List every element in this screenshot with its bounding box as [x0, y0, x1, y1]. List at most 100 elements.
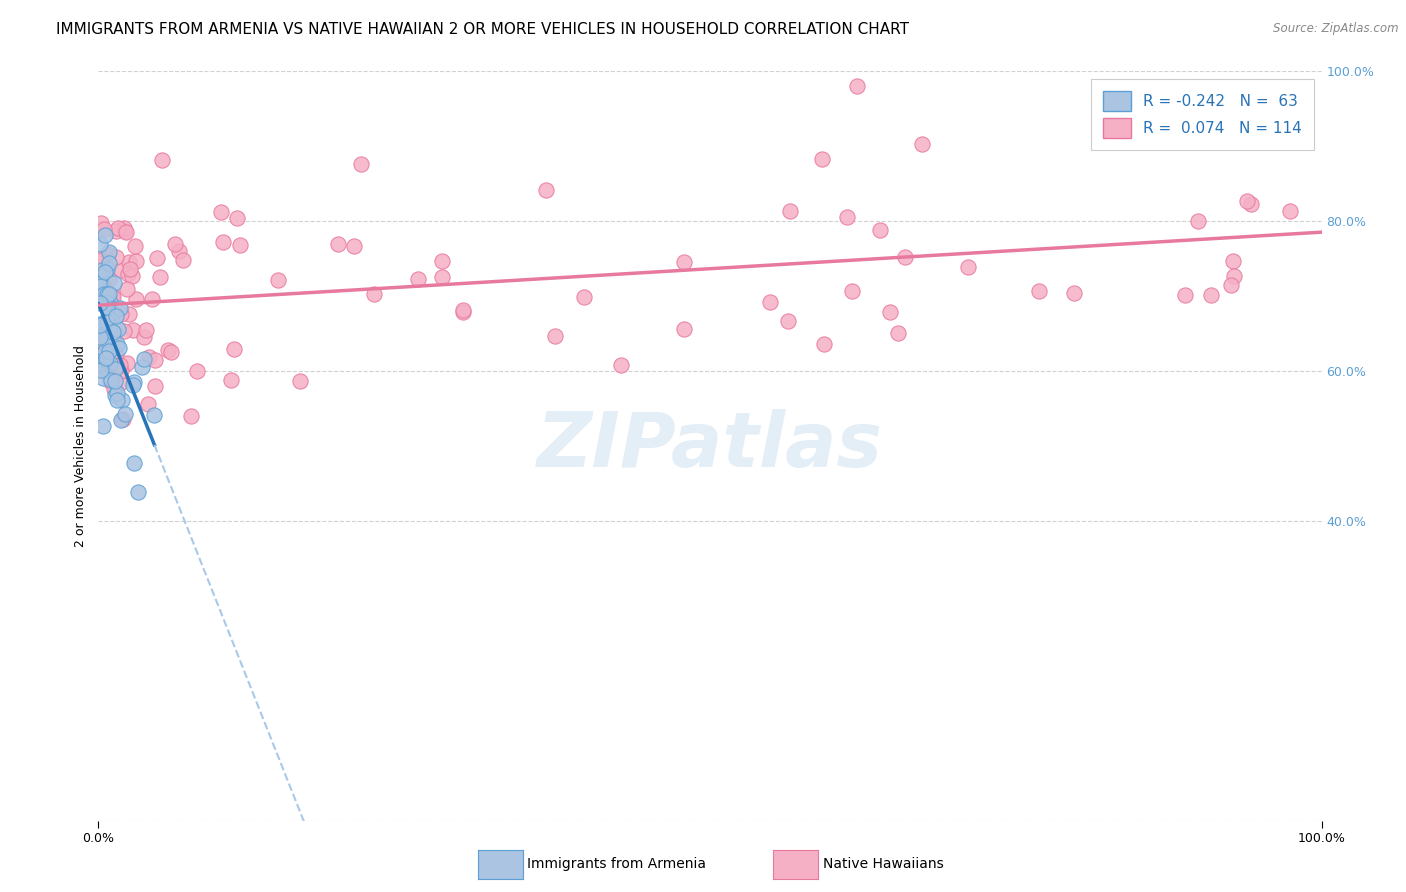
Text: ZIPatlas: ZIPatlas [537, 409, 883, 483]
Point [101, 309, 124, 323]
Point [90, 328, 112, 343]
Point [267, 273, 290, 287]
Point [89, 279, 111, 293]
Point [98, 356, 121, 370]
Point [1028, 285, 1050, 299]
Point [125, 292, 148, 306]
Point [451, 302, 474, 317]
Point [96, 286, 118, 301]
Point [94, 228, 117, 243]
Point [105, 337, 128, 351]
Point [104, 310, 127, 324]
Point [1278, 203, 1301, 218]
Point [93, 222, 115, 236]
Point [672, 321, 695, 335]
Point [219, 373, 242, 387]
Point [811, 152, 834, 166]
Point [122, 378, 145, 392]
Point [110, 364, 132, 378]
Point [118, 255, 141, 269]
Point [534, 183, 557, 197]
Point [131, 360, 153, 375]
Point [89, 252, 111, 266]
Point [91, 279, 114, 293]
Point [1236, 194, 1258, 208]
Point [111, 411, 134, 425]
Point [145, 251, 167, 265]
Point [141, 293, 163, 307]
Point [90, 216, 112, 230]
Point [89, 318, 111, 333]
Point [165, 236, 187, 251]
Point [104, 374, 127, 388]
Point [226, 211, 249, 225]
Point [186, 363, 208, 377]
Point [432, 254, 454, 268]
Point [124, 239, 146, 253]
Point [125, 253, 148, 268]
Point [118, 262, 141, 277]
Point [350, 157, 373, 171]
Point [105, 251, 128, 265]
Point [105, 385, 128, 400]
Point [135, 323, 157, 337]
Point [97, 244, 120, 259]
Point [343, 238, 366, 252]
Point [841, 284, 863, 298]
Point [779, 203, 801, 218]
Point [90, 334, 112, 348]
Point [117, 307, 139, 321]
Point [406, 272, 429, 286]
Point [673, 254, 696, 268]
Point [93, 287, 115, 301]
Point [813, 337, 835, 351]
Point [90, 363, 112, 377]
Point [107, 341, 129, 355]
Point [132, 352, 155, 367]
Point [117, 267, 139, 281]
Point [127, 485, 149, 500]
Point [544, 329, 567, 343]
Point [122, 375, 145, 389]
Point [143, 379, 166, 393]
Point [172, 253, 194, 268]
Point [132, 330, 155, 344]
Point [96, 262, 118, 277]
Point [110, 262, 132, 277]
Point [1222, 254, 1244, 268]
Point [101, 288, 124, 302]
Point [93, 371, 115, 385]
Point [110, 376, 132, 391]
Point [89, 237, 111, 252]
Point [288, 374, 311, 388]
Point [121, 269, 143, 284]
Point [879, 305, 901, 319]
Point [97, 298, 120, 312]
Point [93, 277, 115, 292]
Point [363, 286, 385, 301]
Text: Immigrants from Armenia: Immigrants from Armenia [527, 857, 706, 871]
Point [91, 318, 114, 333]
Point [91, 263, 114, 277]
Point [103, 383, 125, 397]
Point [112, 324, 135, 338]
Point [97, 342, 120, 356]
Point [115, 282, 138, 296]
Point [94, 361, 117, 376]
Point [112, 221, 135, 235]
Point [1063, 285, 1085, 300]
Point [110, 413, 132, 427]
Point [143, 408, 166, 422]
Point [89, 343, 111, 358]
Point [91, 419, 114, 434]
Point [105, 224, 128, 238]
Point [778, 314, 800, 328]
Point [96, 351, 118, 366]
Point [96, 294, 118, 309]
Point [104, 346, 127, 360]
Point [98, 374, 121, 388]
Point [114, 224, 136, 238]
Text: Source: ZipAtlas.com: Source: ZipAtlas.com [1274, 22, 1399, 36]
Point [96, 289, 118, 303]
Point [94, 294, 117, 309]
